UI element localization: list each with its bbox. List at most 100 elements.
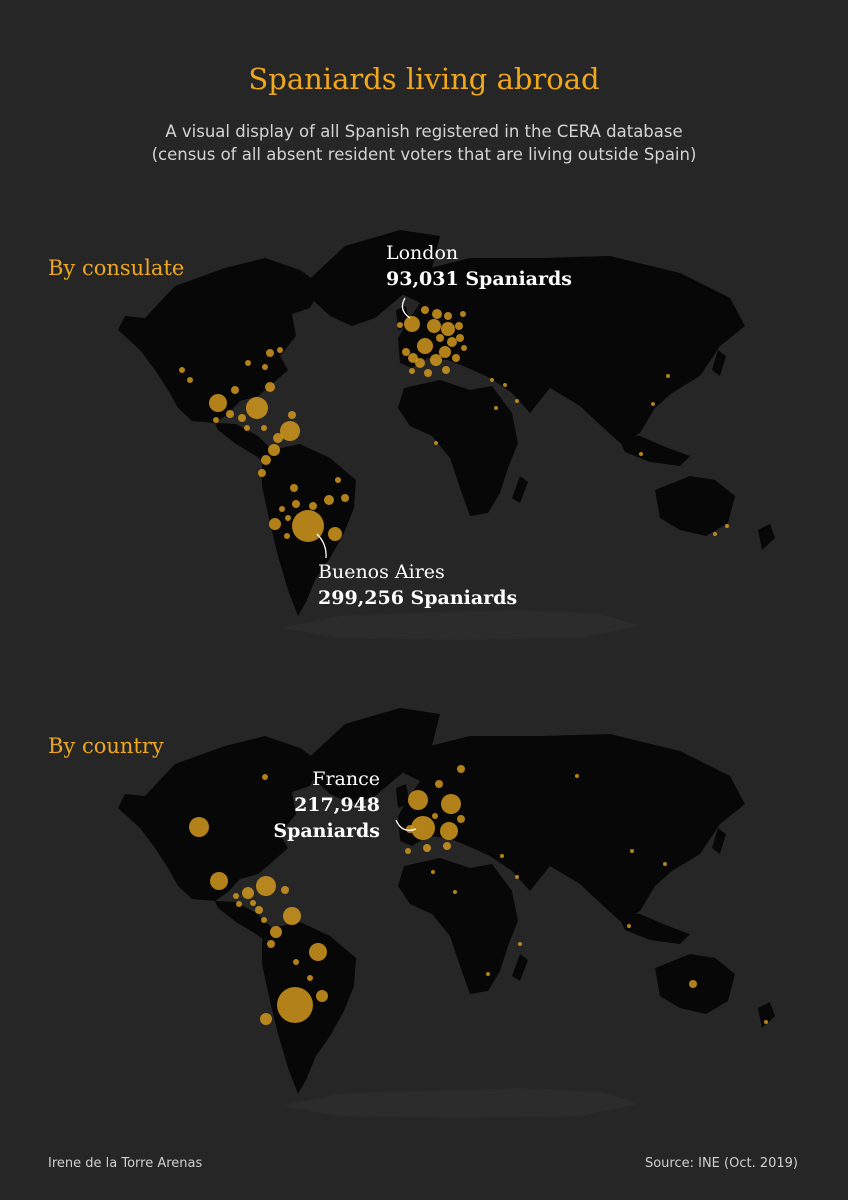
bubble-country (262, 774, 268, 780)
bubble-country (242, 887, 254, 899)
bubble-consulate (666, 374, 670, 378)
bubble-country (233, 893, 239, 899)
bubble-country (255, 906, 263, 914)
bubble-country (408, 790, 428, 810)
bubble-consulate (461, 345, 467, 351)
bubble-consulate (226, 410, 234, 418)
bubble-country (453, 890, 457, 894)
land-eurasia (392, 256, 745, 443)
bubble-consulate (262, 364, 268, 370)
bubble-country (431, 870, 435, 874)
land-japan (712, 828, 726, 854)
bubble-country (630, 849, 634, 853)
land-north-america (118, 736, 322, 901)
bubble-consulate (456, 334, 464, 342)
land-southeast-asia (616, 433, 690, 466)
subtitle-line-2: (census of all absent resident voters th… (151, 145, 697, 164)
bubble-country (250, 900, 256, 906)
bubble-country (406, 825, 414, 833)
country-bubbles (189, 765, 768, 1025)
bubble-country (260, 1013, 272, 1025)
page-title: Spaniards living abroad (248, 62, 600, 96)
bubble-country (518, 942, 522, 946)
callout-place: Buenos Aires (318, 561, 445, 583)
bubble-consulate (258, 469, 266, 477)
bubble-country (663, 862, 667, 866)
land-madagascar (512, 954, 528, 981)
bubble-consulate (424, 369, 432, 377)
bubble-country (256, 876, 276, 896)
bubble-country (440, 822, 458, 840)
bubble-country (764, 1020, 768, 1024)
section-label-consulate: By consulate (48, 256, 185, 280)
callout-leader-france (395, 819, 417, 831)
bubble-country (689, 980, 697, 988)
bubble-consulate (246, 397, 268, 419)
bubble-consulate (503, 383, 507, 387)
bubble-country (189, 817, 209, 837)
callout-count: 217,948 (294, 794, 380, 816)
bubble-consulate (427, 319, 441, 333)
bubble-country (307, 975, 313, 981)
bubble-consulate (409, 368, 415, 374)
land-greenland (300, 708, 440, 804)
bubble-country (293, 959, 299, 965)
bubble-consulate (244, 425, 250, 431)
bubble-consulate (415, 358, 425, 368)
callout-leader-buenos-aires (316, 533, 327, 559)
land-japan (712, 350, 726, 376)
bubble-country (281, 886, 289, 894)
land-central-america (215, 901, 282, 948)
land-africa (398, 858, 518, 994)
bubble-consulate (284, 533, 290, 539)
bubble-consulate (285, 515, 291, 521)
bubble-consulate (441, 322, 455, 336)
bubble-consulate (261, 425, 267, 431)
bubble-consulate (417, 338, 433, 354)
land-new-zealand (758, 524, 775, 550)
land-masses (118, 230, 775, 616)
callout-place: France (312, 768, 380, 790)
bubble-consulate (328, 527, 342, 541)
bubble-argentina (277, 987, 313, 1023)
bubble-consulate (245, 360, 251, 366)
bubble-consulate (341, 494, 349, 502)
world-map-consulate (118, 230, 775, 640)
land-madagascar (512, 476, 528, 503)
land-uk (396, 784, 410, 808)
land-africa (398, 380, 518, 516)
land-southeast-asia (616, 911, 690, 944)
bubble-consulate (290, 484, 298, 492)
bubble-country (627, 924, 631, 928)
bubble-consulate (442, 366, 450, 374)
footer-author: Irene de la Torre Arenas (48, 1156, 203, 1171)
bubble-consulate (265, 382, 275, 392)
land-masses (118, 708, 775, 1094)
bubble-consulate (213, 417, 219, 423)
bubble-france (411, 816, 435, 840)
bubble-country (261, 917, 267, 923)
bubble-consulate (273, 433, 283, 443)
bubble-consulate (277, 347, 283, 353)
land-australia (655, 476, 735, 536)
bubble-consulate (455, 322, 463, 330)
bubble-consulate (444, 312, 452, 320)
land-greenland (300, 230, 440, 326)
section-label-country: By country (48, 734, 164, 758)
callout-france: France 217,948 Spaniards (260, 766, 380, 844)
bubble-consulate (261, 455, 271, 465)
consulate-bubbles (179, 306, 729, 542)
land-eurasia (392, 734, 745, 921)
subtitle-line-1: A visual display of all Spanish register… (165, 122, 683, 141)
bubble-country (405, 848, 411, 854)
bubble-country (500, 854, 504, 858)
bubble-consulate (447, 337, 457, 347)
bubble-country (316, 990, 328, 1002)
bubble-country (515, 875, 519, 879)
bubble-consulate (238, 414, 246, 422)
bubble-consulate (335, 477, 341, 483)
land-north-america (118, 258, 322, 423)
bubble-country (309, 943, 327, 961)
bubble-consulate (408, 353, 418, 363)
footer-source: Source: INE (Oct. 2019) (644, 1156, 798, 1171)
